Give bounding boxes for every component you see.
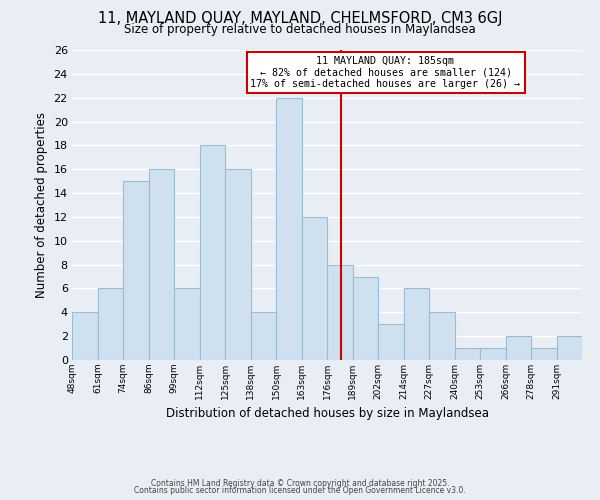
Bar xyxy=(302,217,327,360)
Bar xyxy=(225,169,251,360)
Bar xyxy=(174,288,199,360)
Bar xyxy=(97,288,123,360)
Bar xyxy=(276,98,302,360)
Bar xyxy=(251,312,276,360)
Text: 11 MAYLAND QUAY: 185sqm
← 82% of detached houses are smaller (124)
17% of semi-d: 11 MAYLAND QUAY: 185sqm ← 82% of detache… xyxy=(251,56,521,90)
Bar xyxy=(353,276,378,360)
Bar xyxy=(72,312,97,360)
Bar xyxy=(429,312,455,360)
Bar xyxy=(557,336,582,360)
X-axis label: Distribution of detached houses by size in Maylandsea: Distribution of detached houses by size … xyxy=(166,408,488,420)
Bar xyxy=(455,348,480,360)
Text: Size of property relative to detached houses in Maylandsea: Size of property relative to detached ho… xyxy=(124,22,476,36)
Bar xyxy=(327,264,353,360)
Bar xyxy=(404,288,429,360)
Y-axis label: Number of detached properties: Number of detached properties xyxy=(35,112,48,298)
Bar xyxy=(149,169,174,360)
Bar xyxy=(505,336,531,360)
Bar xyxy=(199,146,225,360)
Text: Contains public sector information licensed under the Open Government Licence v3: Contains public sector information licen… xyxy=(134,486,466,495)
Bar xyxy=(378,324,404,360)
Bar xyxy=(480,348,505,360)
Text: 11, MAYLAND QUAY, MAYLAND, CHELMSFORD, CM3 6GJ: 11, MAYLAND QUAY, MAYLAND, CHELMSFORD, C… xyxy=(98,11,502,26)
Bar xyxy=(531,348,557,360)
Text: Contains HM Land Registry data © Crown copyright and database right 2025.: Contains HM Land Registry data © Crown c… xyxy=(151,478,449,488)
Bar xyxy=(123,181,149,360)
